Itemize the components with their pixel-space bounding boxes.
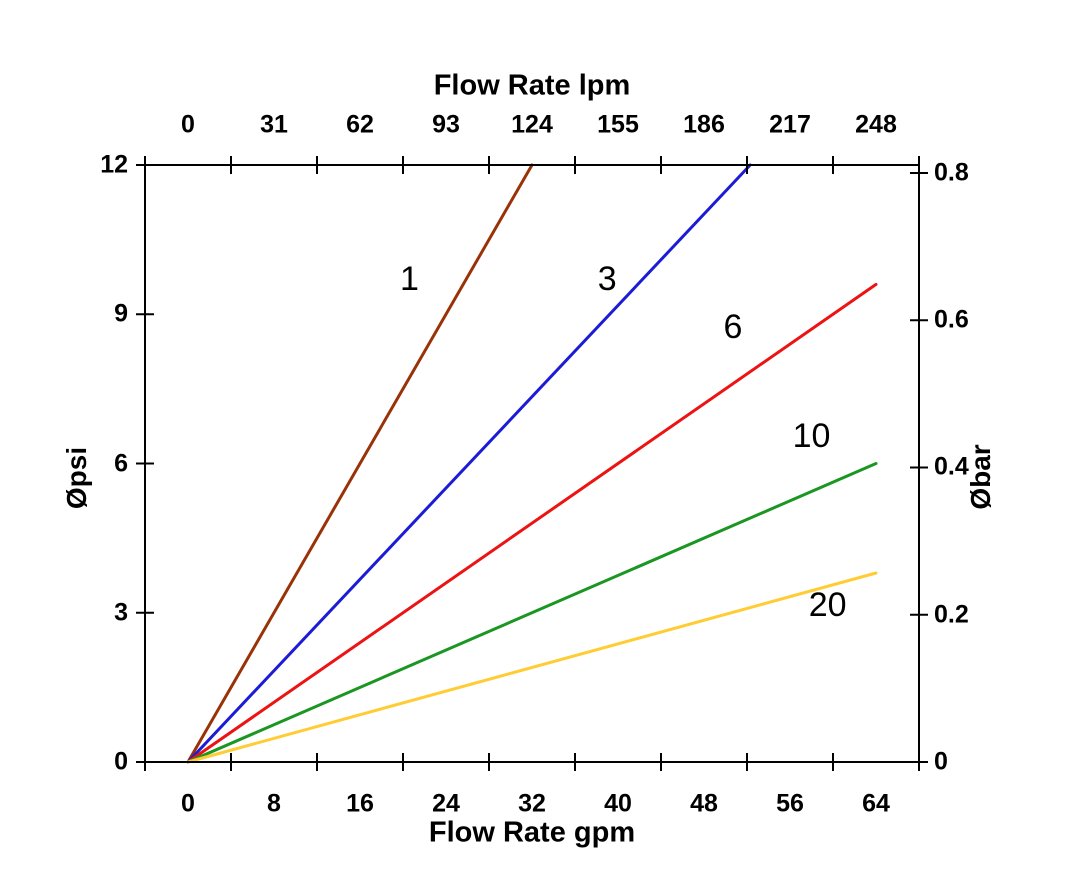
curve-label-1: 1 bbox=[399, 260, 419, 299]
left-tick-label-0: 0 bbox=[114, 747, 128, 776]
top-tick-label-248: 248 bbox=[855, 110, 897, 139]
bottom-tick-label-0: 0 bbox=[181, 789, 195, 818]
right-tick-label-0.6: 0.6 bbox=[934, 305, 969, 334]
top-tick-label-155: 155 bbox=[597, 110, 639, 139]
right-tick-label-0.8: 0.8 bbox=[934, 158, 969, 187]
series-line-6 bbox=[186, 282, 878, 764]
bottom-tick-label-48: 48 bbox=[690, 789, 718, 818]
bottom-tick-label-24: 24 bbox=[432, 789, 460, 818]
bottom-tick-label-64: 64 bbox=[862, 789, 890, 818]
series-line-1 bbox=[186, 163, 534, 764]
top-tick-label-217: 217 bbox=[769, 110, 811, 139]
top-axis-title: Flow Rate lpm bbox=[433, 69, 631, 102]
left-tick-label-9: 9 bbox=[114, 299, 128, 328]
series-line-3 bbox=[186, 163, 752, 764]
right-tick-label-0.4: 0.4 bbox=[934, 452, 969, 481]
bottom-tick-label-16: 16 bbox=[346, 789, 374, 818]
top-tick-label-0: 0 bbox=[181, 110, 195, 139]
left-tick-label-6: 6 bbox=[114, 449, 128, 477]
top-tick-label-93: 93 bbox=[432, 110, 460, 139]
curve-label-20: 20 bbox=[808, 586, 847, 625]
right-tick-label-0.2: 0.2 bbox=[934, 600, 969, 629]
bottom-tick-label-8: 8 bbox=[267, 789, 281, 818]
left-tick-label-12: 12 bbox=[100, 150, 128, 179]
bottom-axis-title: Flow Rate gpm bbox=[428, 816, 636, 849]
left-tick-label-3: 3 bbox=[114, 598, 128, 627]
top-tick-label-186: 186 bbox=[683, 110, 725, 139]
right-tick-label-0: 0 bbox=[934, 747, 948, 776]
bottom-tick-label-56: 56 bbox=[776, 789, 804, 818]
curve-label-6: 6 bbox=[723, 307, 743, 346]
left-axis-unit-label: Øpsi bbox=[61, 446, 92, 510]
series-line-10 bbox=[186, 462, 878, 764]
top-tick-label-124: 124 bbox=[511, 110, 553, 139]
curve-label-10: 10 bbox=[792, 417, 831, 456]
series-line-20 bbox=[186, 571, 878, 764]
bottom-tick-label-32: 32 bbox=[518, 789, 546, 818]
top-tick-label-31: 31 bbox=[260, 110, 288, 139]
bottom-tick-label-40: 40 bbox=[604, 789, 632, 818]
top-tick-label-62: 62 bbox=[346, 110, 374, 139]
right-axis-unit-label: Øbar bbox=[965, 444, 996, 510]
curve-label-3: 3 bbox=[597, 260, 617, 299]
plot-frame bbox=[144, 164, 920, 763]
